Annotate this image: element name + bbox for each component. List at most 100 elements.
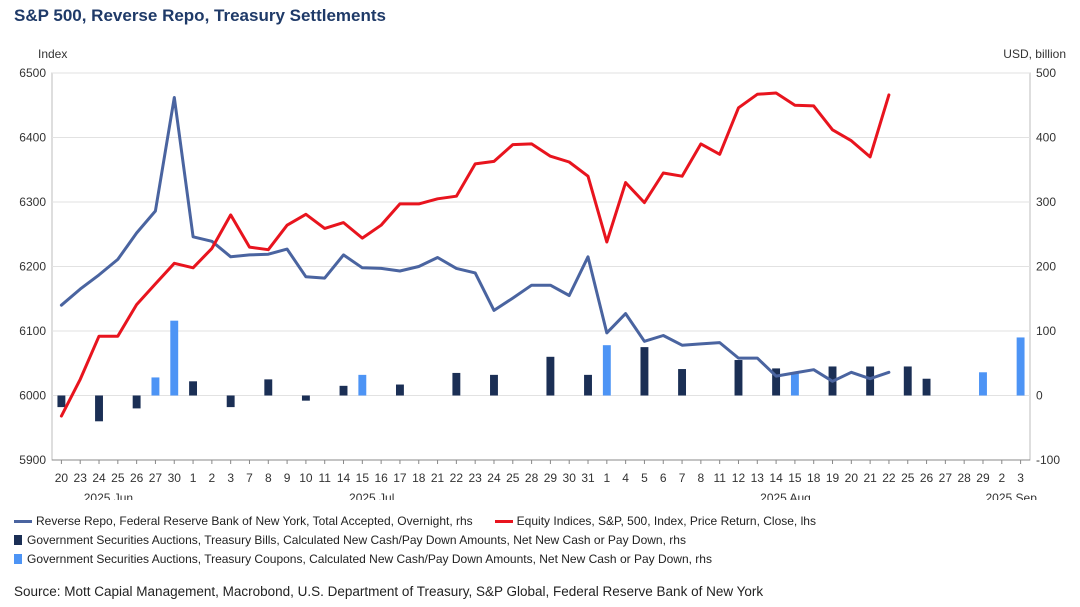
legend-item-reverse-repo: Reverse Repo, Federal Reserve Bank of Ne… [14, 514, 816, 528]
legend-item-treasury-bills: Government Securities Auctions, Treasury… [14, 533, 686, 547]
bar [790, 372, 799, 396]
x-tick-label: 18 [412, 471, 426, 485]
legend-label-treasury-bills: Government Securities Auctions, Treasury… [27, 533, 686, 547]
bar [95, 395, 103, 422]
x-tick-label: 2 [998, 471, 1005, 485]
x-tick-label: 24 [92, 471, 106, 485]
x-tick-label: 25 [901, 471, 915, 485]
sp500-line [59, 91, 891, 418]
x-tick-label: 9 [284, 471, 291, 485]
x-tick-label: 22 [450, 471, 464, 485]
x-tick-label: 20 [845, 471, 859, 485]
x-tick-label: 3 [227, 471, 234, 485]
bar [189, 381, 198, 396]
bar [640, 347, 649, 396]
chart-canvas: 5900 -100 6000 0 6100 100 6200 200 6300 300 6400 40… [19, 66, 1060, 500]
y-right-tick-label: 0 [1036, 389, 1043, 403]
x-tick-label: 17 [393, 471, 407, 485]
x-tick-label: 30 [168, 471, 182, 485]
left-axis-unit: Index [38, 47, 68, 61]
x-tick-label: 26 [130, 471, 144, 485]
reverse-repo-line [59, 96, 891, 383]
bar [734, 360, 743, 396]
x-tick-label: 4 [622, 471, 629, 485]
x-tick-label: 15 [788, 471, 802, 485]
x-tick-label: 1 [603, 471, 610, 485]
legend-label-treasury-coupons: Government Securities Auctions, Treasury… [27, 552, 712, 566]
x-tick-label: 27 [939, 471, 953, 485]
x-tick-label: 19 [826, 471, 840, 485]
right-axis-unit: USD, billion [1003, 47, 1066, 61]
x-tick-label: 14 [769, 471, 783, 485]
y-right-tick-label: -100 [1036, 453, 1060, 467]
bar [903, 366, 912, 396]
y-right-tick-label: 500 [1036, 66, 1056, 80]
bar [151, 377, 160, 396]
x-tick-label: 26 [920, 471, 934, 485]
bar [264, 379, 273, 396]
x-tick-label: 15 [356, 471, 370, 485]
x-month-label: 2025 Aug [760, 491, 811, 500]
x-tick-label: 11 [713, 471, 726, 485]
y-right-tick-label: 200 [1036, 260, 1056, 274]
bar [170, 320, 179, 396]
legend-swatch-sp500 [494, 519, 513, 523]
bar [395, 384, 404, 396]
y-left-tick-label: 5900 [19, 453, 46, 467]
x-tick-label: 8 [265, 471, 272, 485]
x-tick-label: 2 [209, 471, 216, 485]
bar [452, 372, 461, 396]
bar [546, 356, 555, 396]
y-left-tick-label: 6500 [19, 66, 46, 80]
y-left-tick-label: 6000 [19, 389, 46, 403]
bar [678, 369, 687, 396]
source-note: Source: Mott Capial Management, Macrobon… [14, 584, 764, 599]
x-tick-label: 31 [581, 471, 595, 485]
x-tick-label: 10 [299, 471, 313, 485]
bar [358, 374, 367, 396]
x-tick-label: 13 [751, 471, 765, 485]
chart-title: S&P 500, Reverse Repo, Treasury Settleme… [14, 6, 386, 25]
x-tick-label: 25 [111, 471, 125, 485]
x-tick-label: 18 [807, 471, 821, 485]
y-right-tick-label: 100 [1036, 324, 1056, 338]
x-tick-label: 30 [563, 471, 577, 485]
x-tick-label: 7 [679, 471, 686, 485]
legend-swatch-treasury-bills [14, 535, 22, 545]
x-month-label: 2025 Jul [349, 491, 394, 500]
x-tick-label: 28 [525, 471, 539, 485]
legend-swatch-treasury-coupons [14, 554, 22, 564]
x-tick-label: 14 [337, 471, 351, 485]
x-tick-label: 22 [882, 471, 896, 485]
y-left-tick-label: 6400 [19, 131, 46, 145]
x-tick-label: 27 [149, 471, 163, 485]
legend-swatch-reverse-repo [14, 519, 32, 523]
bar [339, 385, 348, 396]
y-right-tick-label: 300 [1036, 195, 1056, 209]
x-tick-label: 24 [487, 471, 501, 485]
x-tick-label: 8 [698, 471, 705, 485]
legend-item-treasury-coupons: Government Securities Auctions, Treasury… [14, 552, 712, 566]
bar [57, 395, 66, 408]
x-tick-label: 11 [318, 471, 331, 485]
x-tick-label: 5 [641, 471, 648, 485]
x-tick-label: 1 [190, 471, 197, 485]
x-tick-label: 7 [246, 471, 253, 485]
x-tick-label: 23 [74, 471, 88, 485]
bar [226, 395, 235, 408]
x-tick-label: 21 [863, 471, 877, 485]
bar [301, 395, 310, 401]
bar [772, 368, 781, 396]
legend-label-reverse-repo: Reverse Repo, Federal Reserve Bank of Ne… [36, 514, 473, 528]
y-left-tick-label: 6200 [19, 260, 46, 274]
bar [584, 374, 592, 396]
bar [602, 345, 611, 396]
x-tick-label: 29 [976, 471, 990, 485]
bar [1016, 337, 1025, 396]
bar [979, 372, 987, 396]
legend-label-sp500: Equity Indices, S&P, 500, Index, Price R… [516, 514, 816, 528]
x-tick-label: 12 [732, 471, 746, 485]
x-tick-label: 16 [374, 471, 388, 485]
bar [132, 395, 141, 409]
x-tick-label: 20 [55, 471, 69, 485]
